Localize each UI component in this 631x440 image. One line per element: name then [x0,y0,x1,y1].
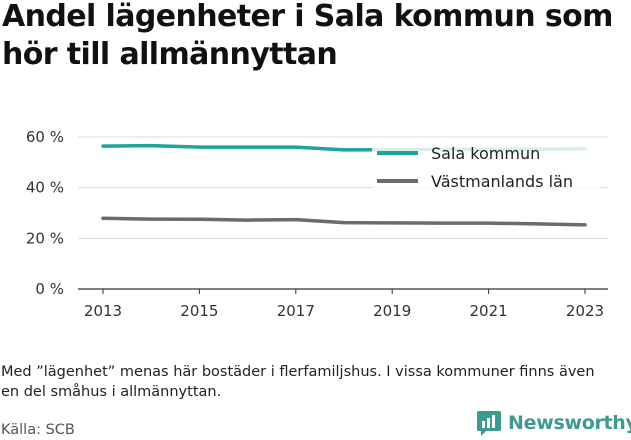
y-axis-tick-labels: 0 % 20 % 40 % 60 % [26,128,64,298]
chart-title: Andel lägenheter i Sala kommun som hör t… [2,0,613,72]
x-tick-label: 2017 [277,302,315,320]
newsworthy-logo-icon [477,411,501,436]
x-tick-label: 2021 [470,302,508,320]
footnote: Med ”lägenhet” menas här bostäder i fler… [1,364,595,400]
x-tick-label: 2023 [566,302,604,320]
legend: Sala kommun Västmanlands län [372,141,600,194]
series-line [101,216,587,227]
y-tick-label: 60 % [26,128,64,146]
x-tick-label: 2015 [180,302,218,320]
source-label: Källa: SCB [1,422,75,438]
x-tick-label: 2013 [84,302,122,320]
x-axis: 2013 2015 2017 2019 2021 2023 [84,289,604,320]
line-chart: 0 % 20 % 40 % 60 % 2013 2015 2017 2019 2021 2023… [26,128,608,320]
legend-background [372,141,600,194]
y-tick-label: 20 % [26,229,64,247]
legend-label: Västmanlands län [431,172,573,191]
y-tick-label: 40 % [26,179,64,197]
legend-label: Sala kommun [431,144,540,163]
brand-name: Newsworthy [508,412,631,434]
brand-logo: Newsworthy [476,407,631,439]
y-tick-label: 0 % [35,280,64,298]
x-tick-label: 2019 [373,302,411,320]
